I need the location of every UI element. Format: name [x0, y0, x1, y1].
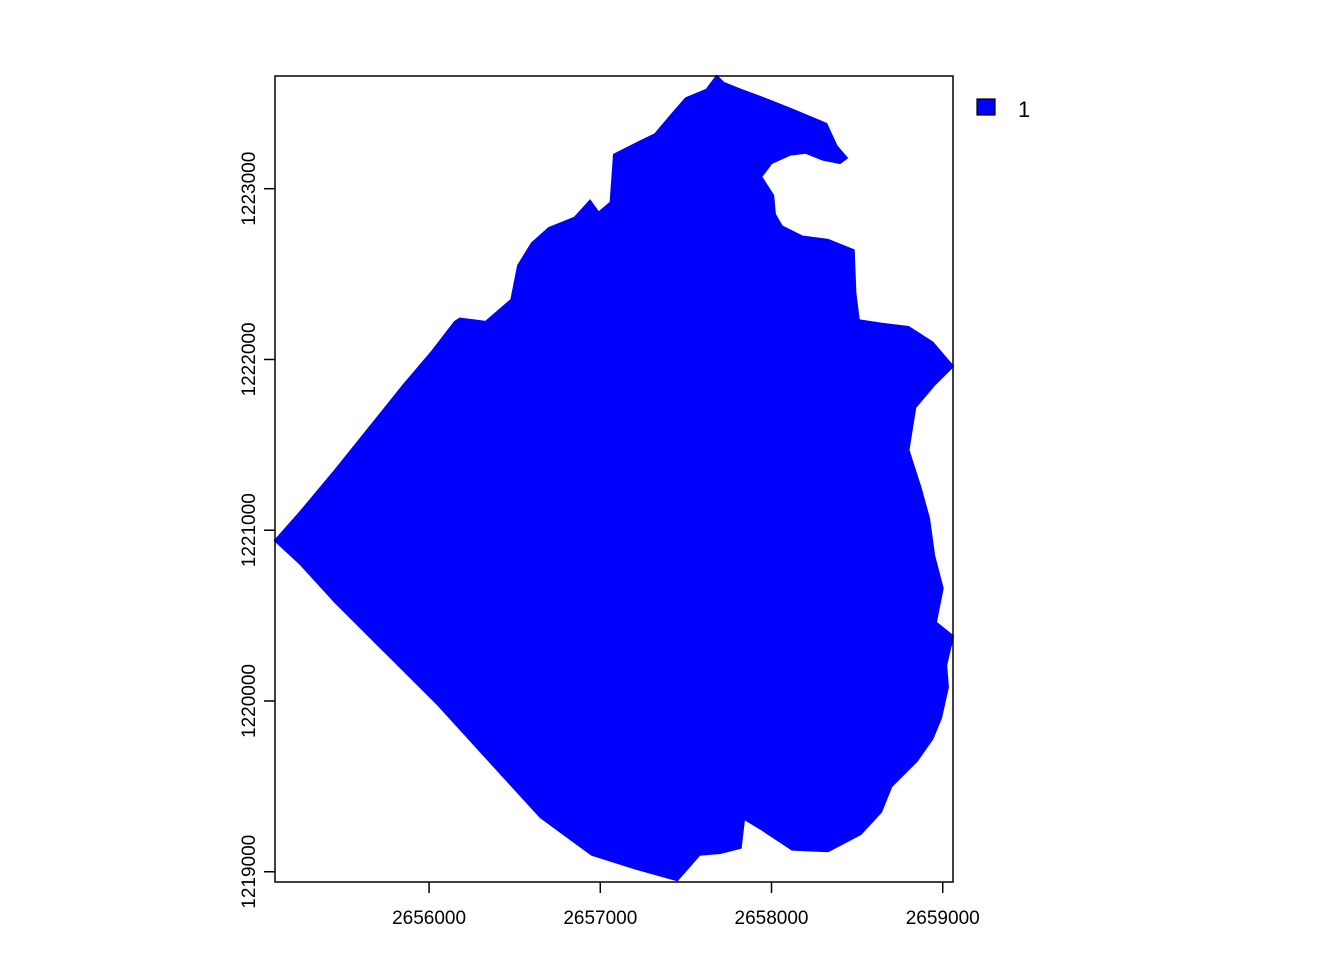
x-tick-label: 2656000	[392, 908, 466, 929]
legend: 1	[976, 97, 1030, 122]
y-tick-label: 1219000	[239, 835, 260, 909]
raster-cells-value-1	[273, 74, 955, 882]
y-axis: 1219000 1220000 1221000 1222000 1223000	[239, 152, 275, 909]
raster-layer	[273, 74, 955, 882]
y-tick-label: 1222000	[239, 322, 260, 396]
y-tick-label: 1220000	[239, 664, 260, 738]
x-axis: 2656000 2657000 2658000 2659000	[392, 882, 980, 929]
x-tick-label: 2657000	[563, 908, 637, 929]
x-tick-label: 2659000	[906, 908, 980, 929]
plot-frame	[274, 75, 954, 883]
legend-swatch	[976, 98, 996, 116]
x-tick-label: 2658000	[735, 908, 809, 929]
y-tick-label: 1221000	[239, 493, 260, 567]
y-tick-label: 1223000	[239, 152, 260, 226]
legend-label: 1	[1018, 97, 1030, 122]
